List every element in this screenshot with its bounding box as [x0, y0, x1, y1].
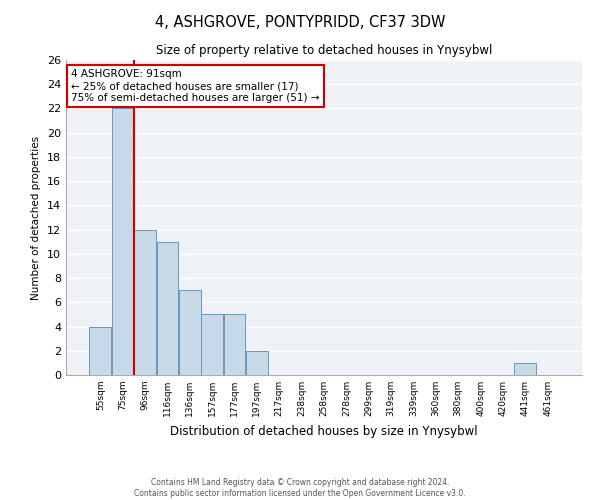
Bar	[224, 314, 245, 375]
Text: 4 ASHGROVE: 91sqm
← 25% of detached houses are smaller (17)
75% of semi-detached: 4 ASHGROVE: 91sqm ← 25% of detached hous…	[71, 70, 320, 102]
Bar	[179, 290, 200, 375]
Bar	[112, 108, 134, 375]
Y-axis label: Number of detached properties: Number of detached properties	[31, 136, 41, 300]
Text: 4, ASHGROVE, PONTYPRIDD, CF37 3DW: 4, ASHGROVE, PONTYPRIDD, CF37 3DW	[155, 15, 445, 30]
Bar	[134, 230, 156, 375]
Bar	[514, 363, 536, 375]
Text: Contains HM Land Registry data © Crown copyright and database right 2024.
Contai: Contains HM Land Registry data © Crown c…	[134, 478, 466, 498]
X-axis label: Distribution of detached houses by size in Ynysybwl: Distribution of detached houses by size …	[170, 424, 478, 438]
Bar	[89, 326, 111, 375]
Bar	[246, 351, 268, 375]
Bar	[157, 242, 178, 375]
Title: Size of property relative to detached houses in Ynysybwl: Size of property relative to detached ho…	[156, 44, 492, 58]
Bar	[202, 314, 223, 375]
